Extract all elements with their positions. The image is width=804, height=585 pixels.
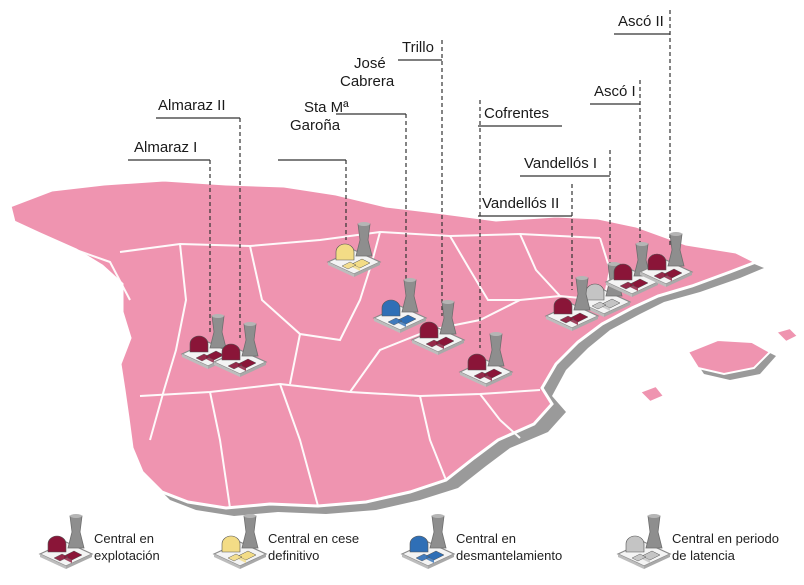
- plant-label-line: Sta Mª: [304, 99, 349, 116]
- plant-icons: [180, 222, 694, 387]
- plant-icon-asco-2: [638, 232, 694, 287]
- label-leaders: [128, 10, 671, 348]
- plant-label: Trillo: [402, 39, 434, 56]
- spain-landmass: [8, 178, 800, 516]
- plant-label-line: Trillo: [402, 39, 434, 56]
- plant-label-line: Cofrentes: [484, 105, 549, 122]
- legend-icon-cessation: [212, 514, 268, 569]
- legend-label-dismantling: Central en desmantelamiento: [456, 531, 563, 563]
- legend-icon-dismantling: [400, 514, 456, 569]
- plant-label: Vandellós II: [482, 195, 559, 212]
- peninsula: [8, 178, 760, 510]
- legend-label-latency: Central en periodo de latencia: [672, 531, 779, 563]
- plant-label: Cofrentes: [484, 105, 549, 122]
- plant-label-line: José: [354, 55, 386, 72]
- plant-label: José Cabrera: [340, 55, 395, 90]
- plant-icon-cofrentes: [458, 332, 514, 387]
- plant-label-line: Almaraz II: [158, 97, 226, 114]
- plant-icon-vandellos-2: [544, 276, 600, 331]
- plant-label-line: Cabrera: [340, 73, 395, 90]
- plant-label: Vandellós I: [524, 155, 597, 172]
- legend-icons: [38, 514, 672, 569]
- plant-labels: Almaraz I Almaraz II Sta Mª Garoña José Cabre…: [134, 13, 664, 212]
- plant-label-line: Ascó I: [594, 83, 636, 100]
- plant-icon-almaraz-2: [212, 322, 268, 377]
- plant-icon-jose-cabrera: [372, 278, 428, 333]
- plant-label-line: Almaraz I: [134, 139, 197, 156]
- plant-icon-garona: [326, 222, 382, 277]
- plant-label-line: Ascó II: [618, 13, 664, 30]
- legend-icon-operation: [38, 514, 94, 569]
- plant-label: Ascó II: [618, 13, 664, 30]
- plant-label: Ascó I: [594, 83, 636, 100]
- plant-label: Almaraz I: [134, 139, 197, 156]
- ibiza: [638, 384, 666, 404]
- legend-icon-latency: [616, 514, 672, 569]
- plant-icon-trillo: [410, 300, 466, 355]
- plant-label-line: Vandellós II: [482, 195, 559, 212]
- plant-label: Almaraz II: [158, 97, 226, 114]
- region-borders: [75, 230, 612, 509]
- plant-label-line: Garoña: [290, 117, 341, 134]
- legend-label-operation: Central en explotación: [94, 531, 160, 563]
- mallorca: [686, 338, 772, 376]
- plant-label: Sta Mª Garoña: [290, 99, 349, 134]
- menorca: [774, 326, 800, 344]
- plant-label-line: Vandellós I: [524, 155, 597, 172]
- legend-label-cessation: Central en cese definitivo: [268, 531, 360, 563]
